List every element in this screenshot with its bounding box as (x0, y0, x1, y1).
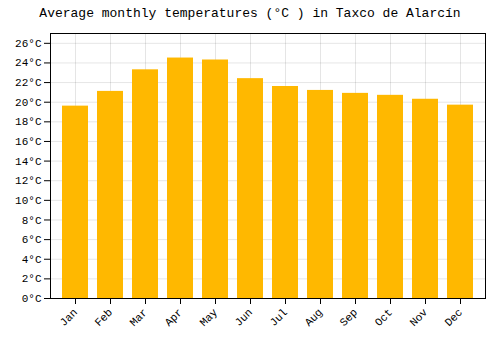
svg-text:Jul: Jul (268, 306, 290, 328)
svg-text:20°C: 20°C (15, 97, 42, 109)
svg-text:Apr: Apr (163, 306, 185, 328)
svg-text:Jun: Jun (233, 306, 255, 328)
svg-text:May: May (198, 306, 221, 329)
svg-text:26°C: 26°C (15, 38, 42, 50)
svg-text:Jan: Jan (58, 306, 80, 328)
svg-text:22°C: 22°C (15, 77, 42, 89)
svg-text:Mar: Mar (128, 306, 150, 328)
svg-text:8°C: 8°C (22, 215, 42, 227)
svg-text:12°C: 12°C (15, 175, 42, 187)
svg-text:10°C: 10°C (15, 195, 42, 207)
svg-text:Nov: Nov (408, 306, 431, 329)
svg-text:Sep: Sep (338, 306, 360, 328)
svg-text:Oct: Oct (373, 306, 395, 328)
html-text:Average monthly temperatures (: Average monthly temperatures (°C ) in Ta… (39, 6, 461, 21)
svg-text:14°C: 14°C (15, 156, 42, 168)
svg-text:18°C: 18°C (15, 116, 42, 128)
svg-text:Aug: Aug (303, 306, 325, 328)
svg-text:4°C: 4°C (22, 254, 42, 266)
svg-text:16°C: 16°C (15, 136, 42, 148)
svg-text:2°C: 2°C (22, 273, 42, 285)
svg-text:24°C: 24°C (15, 57, 42, 69)
svg-text:Dec: Dec (443, 306, 465, 328)
svg-text:6°C: 6°C (22, 234, 42, 246)
svg-text:Feb: Feb (93, 306, 115, 328)
svg-text:0°C: 0°C (22, 293, 42, 305)
